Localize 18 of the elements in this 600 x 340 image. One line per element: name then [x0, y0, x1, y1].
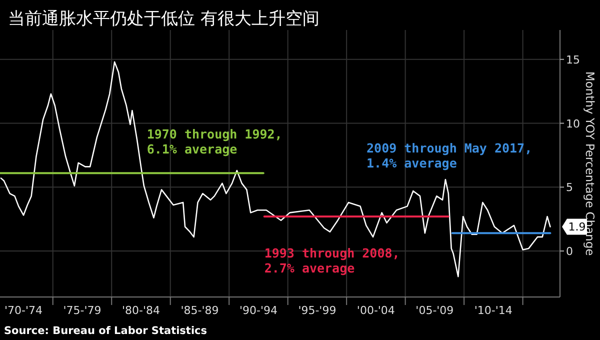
data-label: 1.9: [568, 220, 586, 234]
y-tick-label: 10: [566, 117, 580, 130]
y-tick-label: 0: [566, 245, 573, 258]
source-note: Source: Bureau of Labor Statistics: [4, 325, 208, 337]
x-tick-label: '85-'89: [180, 304, 219, 317]
line-series: [0, 61, 551, 278]
x-tick-label: '95-'99: [298, 304, 336, 317]
x-tick-label: '70-'74: [4, 304, 43, 317]
y-tick-label: 15: [566, 53, 580, 66]
x-tick-label: '80-'84: [122, 304, 160, 317]
x-tick-label: '05-'09: [416, 304, 454, 317]
x-tick-label: '90-'94: [239, 304, 278, 317]
y-tick-label: 5: [566, 181, 573, 194]
chart-title: 当前通胀水平仍处于低位 有很大上升空间: [8, 9, 320, 29]
x-tick-label: '75-'79: [63, 304, 102, 317]
x-tick-label: '00-'04: [356, 304, 395, 317]
x-tick-label: '10-'14: [474, 304, 512, 317]
series-label: 1970 through 1992, 6.1% average: [146, 126, 282, 157]
